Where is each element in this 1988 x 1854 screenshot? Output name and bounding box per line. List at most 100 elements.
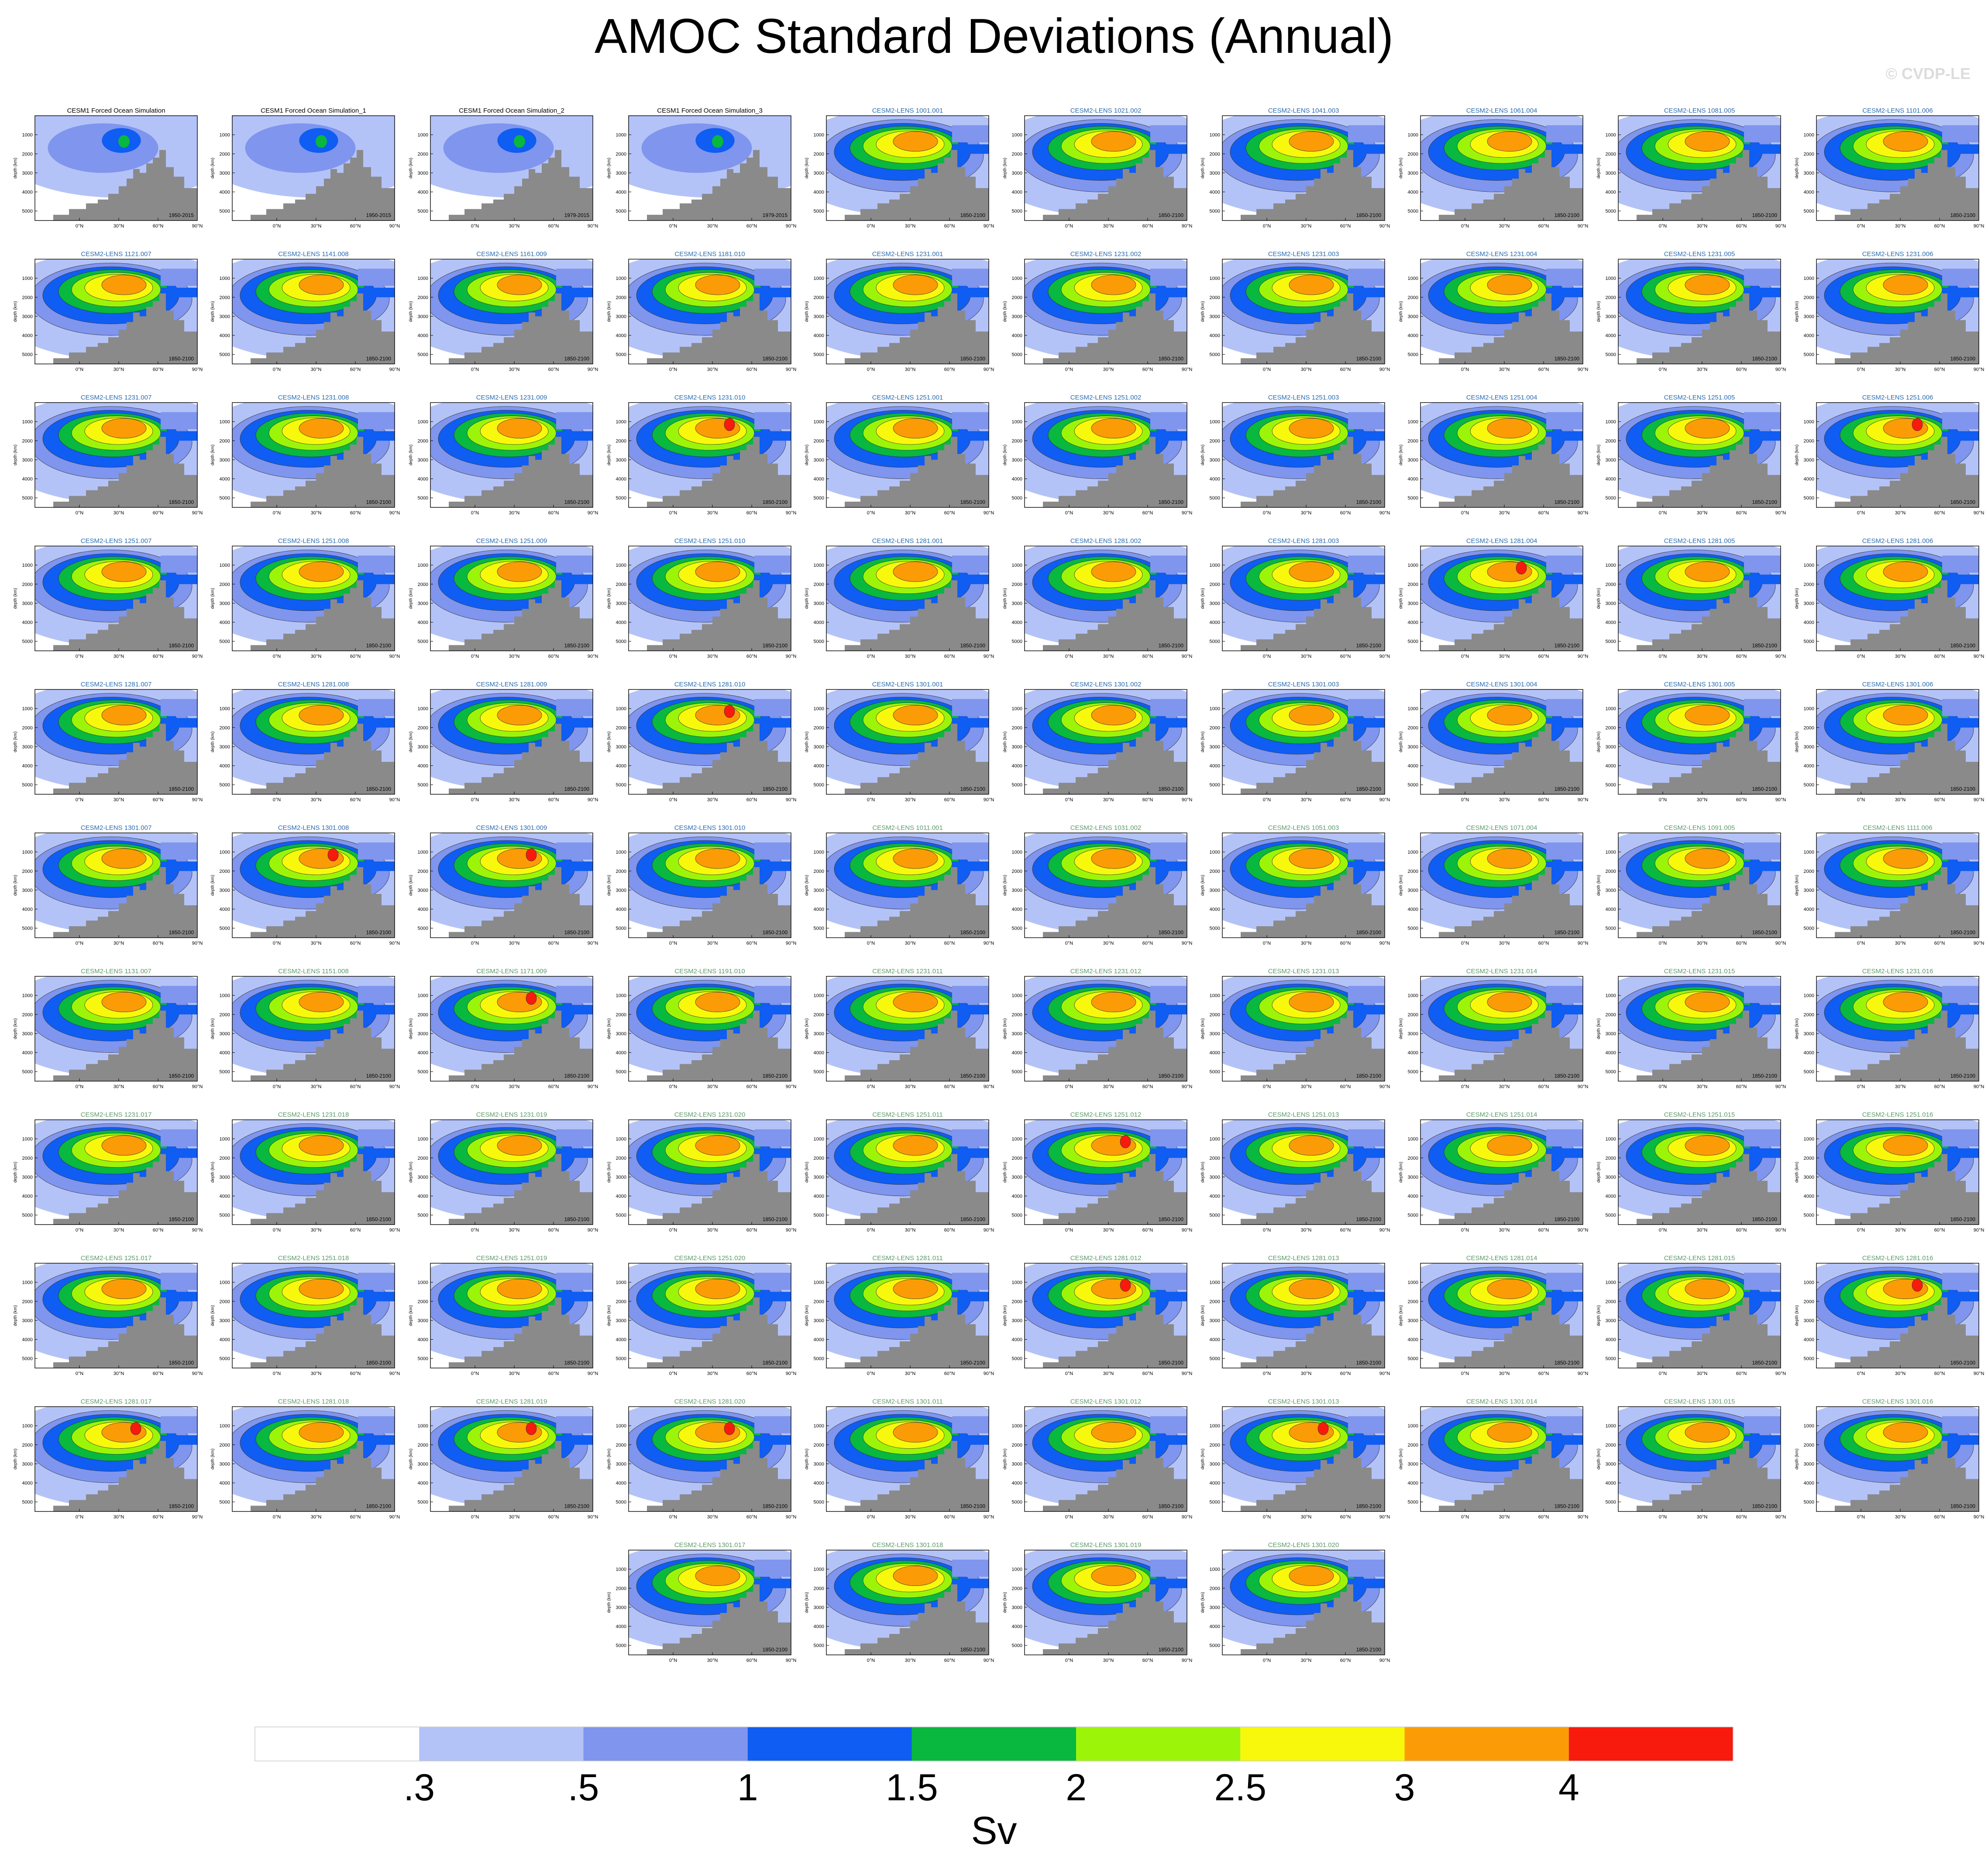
panel-title: CESM2-LENS 1281.008 — [278, 681, 349, 688]
x-tick-label: 0°N — [867, 1371, 875, 1376]
panel-frame — [1618, 258, 1781, 365]
contour-fill — [1546, 986, 1583, 1003]
y-axis-label: depth (km) — [1596, 445, 1601, 465]
y-tick-label: 1000 — [1804, 276, 1814, 281]
colorbar-tick-label: 1.5 — [886, 1767, 938, 1809]
x-tick-label: 60°N — [944, 224, 955, 229]
contour-fill — [1289, 1279, 1334, 1299]
panel-title: CESM2-LENS 1281.002 — [1070, 538, 1142, 545]
y-tick-label: 1000 — [1210, 563, 1220, 568]
amoc-panel: CESM2-LENS 1301.01910002000300040005000d… — [1003, 1541, 1192, 1663]
y-tick-label: 2000 — [22, 582, 33, 587]
x-tick-label: 30°N — [1301, 510, 1312, 516]
amoc-panel: CESM2-LENS 1231.00910002000300040005000d… — [409, 394, 598, 516]
y-tick-label: 2000 — [616, 1299, 626, 1304]
contour-fill — [101, 992, 147, 1013]
amoc-panel: CESM2-LENS 1281.00810002000300040005000d… — [210, 681, 400, 803]
y-tick-label: 1000 — [418, 1423, 428, 1429]
amoc-panel: CESM2-LENS 1301.00310002000300040005000d… — [1200, 681, 1390, 803]
y-tick-label: 3000 — [1804, 1175, 1814, 1180]
contour-fill — [497, 562, 542, 582]
contour-fill — [1883, 705, 1928, 726]
y-axis-label: depth (km) — [607, 731, 612, 752]
contour-fill — [358, 574, 395, 584]
amoc-panel: CESM2-LENS 1091.00510002000300040005000d… — [1596, 824, 1786, 946]
ocean-bottom-topography — [232, 1441, 395, 1512]
panel-frame — [34, 976, 198, 1082]
y-tick-label: 3000 — [616, 1031, 626, 1037]
x-tick-label: 30°N — [1499, 1371, 1510, 1376]
ocean-bottom-topography — [1222, 1154, 1385, 1225]
ocean-bottom-topography — [1025, 580, 1187, 651]
x-tick-label: 0°N — [76, 654, 84, 659]
panel-title: CESM2-LENS 1281.006 — [1862, 538, 1933, 545]
ocean-bottom-topography — [826, 580, 989, 651]
y-tick-label: 3000 — [1012, 1175, 1022, 1180]
panel-frame — [430, 1263, 593, 1368]
x-tick-label: 90°N — [389, 654, 400, 659]
x-tick-label: 0°N — [76, 941, 84, 946]
x-tick-label: 90°N — [984, 1228, 994, 1233]
y-tick-label: 5000 — [1210, 352, 1220, 358]
panel-frame — [1420, 1263, 1583, 1368]
x-tick-label: 0°N — [1659, 367, 1667, 372]
amoc-panel: CESM2-LENS 1181.01010002000300040005000d… — [607, 251, 796, 372]
x-tick-label: 90°N — [389, 224, 400, 229]
panel-frame — [232, 115, 395, 221]
y-tick-label: 5000 — [1408, 1069, 1418, 1075]
contour-fill — [161, 699, 197, 717]
x-tick-label: 60°N — [153, 1515, 164, 1520]
contour-fill — [1942, 699, 1979, 717]
y-tick-label: 5000 — [1210, 926, 1220, 931]
panel-frame — [1618, 1119, 1781, 1225]
ocean-bottom-topography — [1025, 293, 1187, 364]
ocean-bottom-topography — [1618, 437, 1781, 507]
y-tick-label: 2000 — [1606, 869, 1616, 874]
ocean-bottom-topography — [232, 437, 395, 507]
contour-fill — [695, 1135, 740, 1156]
x-tick-label: 90°N — [389, 1371, 400, 1376]
panel-title: CESM2-LENS 1231.004 — [1466, 251, 1537, 258]
x-tick-label: 60°N — [350, 941, 361, 946]
y-axis-label: depth (km) — [1003, 731, 1008, 752]
panel-frame — [1816, 545, 1979, 651]
y-tick-label: 5000 — [1012, 209, 1022, 214]
y-tick-label: 5000 — [1804, 639, 1814, 644]
y-tick-label: 5000 — [814, 209, 824, 214]
x-tick-label: 90°N — [588, 654, 598, 659]
amoc-panel: CESM2-LENS 1251.01110002000300040005000d… — [805, 1111, 994, 1233]
x-tick-label: 30°N — [509, 797, 520, 803]
ocean-bottom-topography — [1222, 867, 1385, 938]
panel-frame — [826, 832, 989, 938]
y-tick-label: 1000 — [22, 133, 33, 138]
x-tick-label: 60°N — [944, 1658, 955, 1663]
y-tick-label: 1000 — [1408, 276, 1418, 281]
y-tick-label: 2000 — [1012, 1443, 1022, 1448]
y-tick-label: 1000 — [1408, 133, 1418, 138]
y-tick-label: 1000 — [814, 276, 824, 281]
y-axis-label: depth (km) — [13, 588, 18, 609]
contour-fill — [1942, 986, 1979, 1003]
panel-frame — [430, 1119, 593, 1225]
y-tick-label: 4000 — [22, 1051, 33, 1056]
panel-years: 1850-2100 — [1159, 499, 1184, 505]
x-tick-label: 60°N — [1340, 654, 1351, 659]
panel-frame — [1420, 1119, 1583, 1225]
y-tick-label: 3000 — [616, 1605, 626, 1610]
x-tick-label: 30°N — [707, 1515, 718, 1520]
contour-fill — [556, 555, 593, 573]
y-tick-label: 4000 — [1012, 477, 1022, 482]
x-tick-label: 30°N — [509, 367, 520, 372]
x-tick-label: 0°N — [273, 941, 281, 946]
y-tick-label: 2000 — [814, 1299, 824, 1304]
contour-fill — [1150, 1435, 1187, 1445]
x-tick-label: 30°N — [707, 941, 718, 946]
contour-fill — [161, 1416, 197, 1434]
contour-fill — [101, 705, 147, 726]
y-tick-label: 2000 — [616, 1012, 626, 1017]
contour-fill — [299, 562, 344, 582]
y-tick-label: 5000 — [1804, 926, 1814, 931]
x-tick-label: 60°N — [1538, 1515, 1549, 1520]
amoc-panel: CESM2-LENS 1251.00410002000300040005000d… — [1399, 394, 1588, 516]
panel-title: CESM2-LENS 1251.010 — [674, 538, 746, 545]
